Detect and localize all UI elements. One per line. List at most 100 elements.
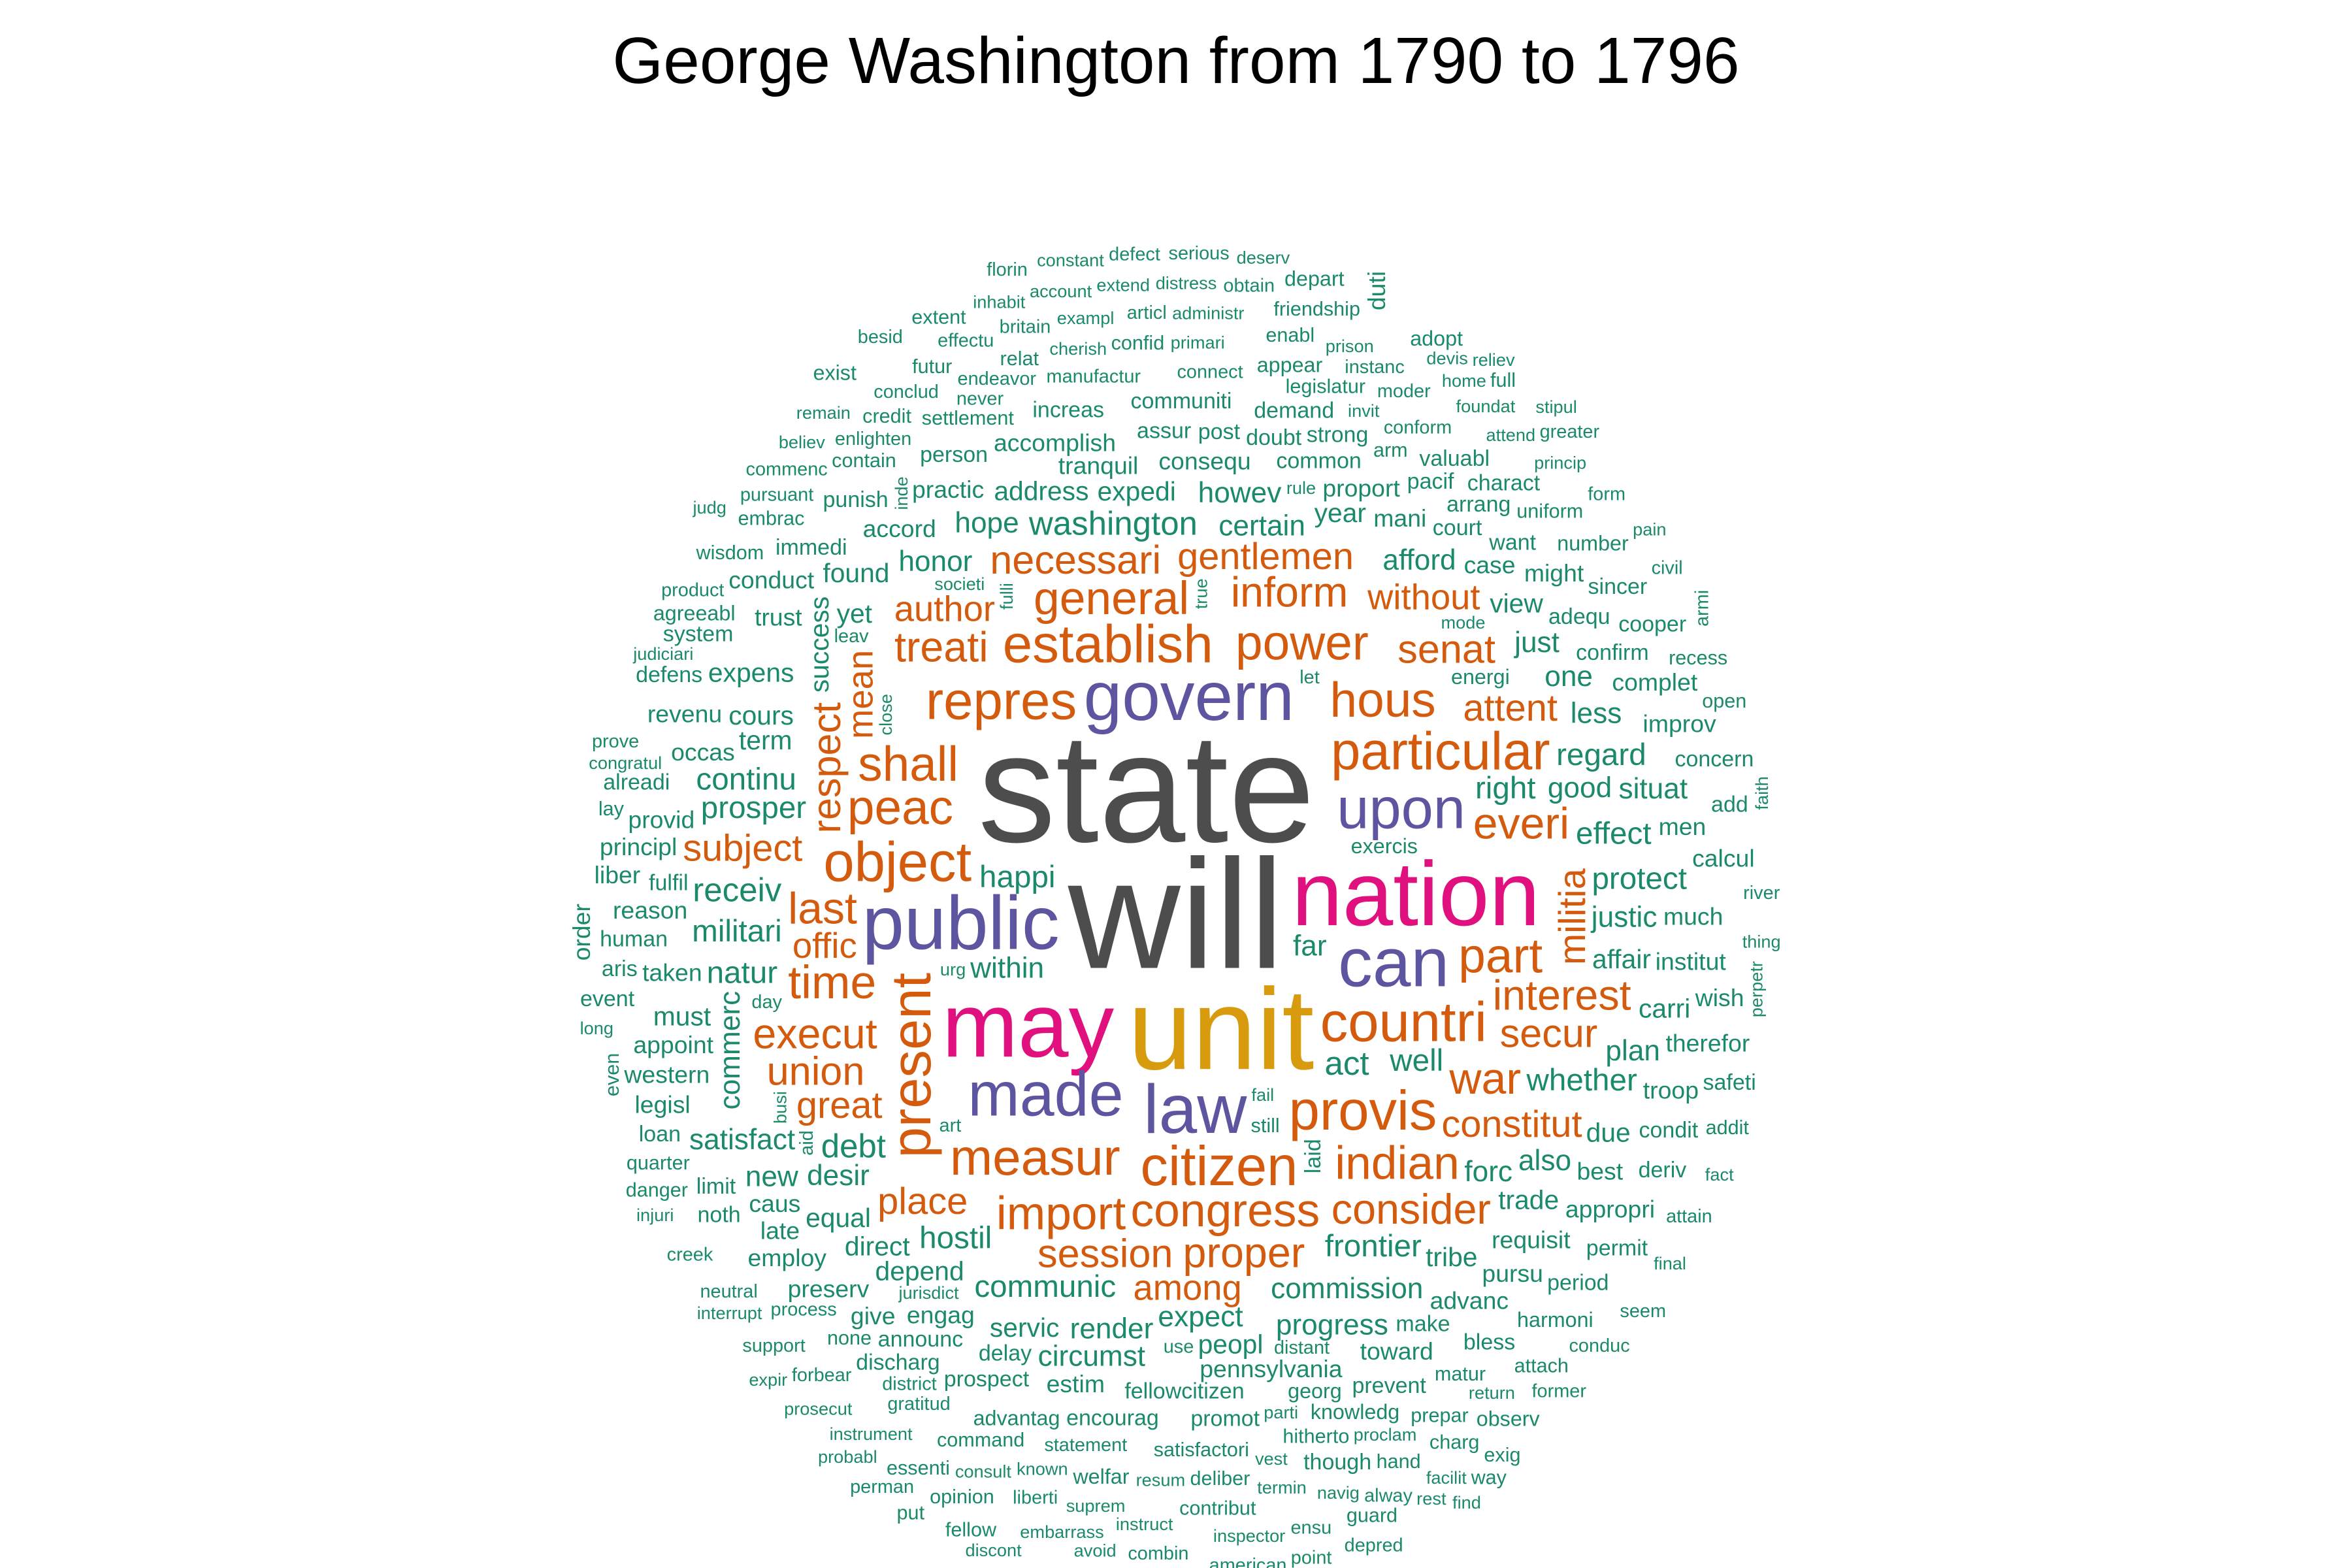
- word-present: present: [881, 973, 943, 1158]
- word-employ: employ: [747, 1244, 826, 1271]
- word-fact: fact: [1705, 1164, 1734, 1184]
- word-far: far: [1293, 930, 1327, 962]
- word-honor: honor: [898, 546, 972, 578]
- word-address: address: [994, 476, 1088, 506]
- word-mode: mode: [1441, 612, 1485, 632]
- word-aris: aris: [602, 956, 638, 981]
- word-opinion: opinion: [930, 1486, 994, 1508]
- word-let: let: [1299, 667, 1320, 688]
- word-doubt: doubt: [1246, 425, 1302, 450]
- word-form: form: [1588, 483, 1625, 504]
- word-stipul: stipul: [1535, 397, 1576, 417]
- word-place: place: [877, 1181, 968, 1222]
- word-danger: danger: [626, 1179, 688, 1201]
- word-continu: continu: [696, 762, 796, 796]
- word-georg: georg: [1288, 1379, 1342, 1403]
- word-commenc: commenc: [746, 459, 828, 480]
- word-harmoni: harmoni: [1517, 1308, 1593, 1331]
- word-deliber: deliber: [1190, 1467, 1250, 1490]
- word-prison: prison: [1326, 336, 1374, 356]
- word-remain: remain: [796, 402, 851, 423]
- word-afford: afford: [1382, 544, 1456, 576]
- word-year: year: [1315, 498, 1366, 528]
- word-punish: punish: [823, 487, 889, 512]
- word-confid: confid: [1111, 332, 1165, 354]
- word-tribe: tribe: [1426, 1242, 1477, 1272]
- word-caus: caus: [749, 1190, 800, 1217]
- word-attach: attach: [1514, 1354, 1569, 1377]
- word-forbear: forbear: [792, 1365, 852, 1386]
- word-instruct: instruct: [1116, 1514, 1173, 1534]
- word-former: former: [1531, 1380, 1586, 1401]
- word-command: command: [937, 1429, 1024, 1451]
- word-case: case: [1464, 551, 1516, 579]
- word-demand: demand: [1254, 399, 1334, 423]
- word-communiti: communiti: [1130, 389, 1232, 414]
- word-connect: connect: [1177, 362, 1243, 383]
- word-calcul: calcul: [1692, 844, 1755, 872]
- word-even: even: [601, 1053, 623, 1096]
- word-exercis: exercis: [1351, 834, 1418, 858]
- word-without: without: [1367, 578, 1480, 617]
- word-reliev: reliev: [1473, 350, 1515, 370]
- word-forc: forc: [1464, 1156, 1512, 1188]
- word-regard: regard: [1556, 738, 1646, 772]
- word-way: way: [1471, 1466, 1507, 1488]
- word-person: person: [920, 442, 988, 467]
- word-account: account: [1030, 281, 1092, 301]
- word-britain: britain: [1000, 317, 1051, 338]
- word-defect: defect: [1109, 244, 1160, 265]
- word-embarrass: embarrass: [1020, 1522, 1103, 1542]
- word-shall: shall: [858, 736, 958, 791]
- word-fellow: fellow: [945, 1519, 997, 1541]
- word-proport: proport: [1322, 474, 1400, 502]
- word-limit: limit: [696, 1174, 736, 1199]
- word-progress: progress: [1276, 1309, 1388, 1341]
- word-armi: armi: [1692, 590, 1713, 627]
- word-pursu: pursu: [1482, 1260, 1543, 1287]
- word-valuabl: valuabl: [1419, 446, 1490, 471]
- word-articl: articl: [1127, 302, 1167, 323]
- word-serious: serious: [1169, 243, 1230, 264]
- word-relat: relat: [1000, 348, 1039, 370]
- word-prove: prove: [592, 731, 639, 752]
- word-besid: besid: [858, 327, 903, 348]
- word-close: close: [875, 694, 896, 735]
- word-exampl: exampl: [1057, 308, 1115, 328]
- word-consequ: consequ: [1158, 447, 1250, 474]
- word-cherish: cherish: [1049, 338, 1107, 359]
- word-indian: indian: [1335, 1137, 1460, 1189]
- word-observ: observ: [1477, 1407, 1541, 1430]
- word-home: home: [1442, 370, 1486, 391]
- word-conform: conform: [1384, 417, 1452, 438]
- word-welfar: welfar: [1072, 1465, 1129, 1488]
- word-duti: duti: [1363, 271, 1390, 310]
- word-art: art: [939, 1115, 962, 1136]
- word-equal: equal: [806, 1203, 871, 1233]
- word-rule: rule: [1286, 478, 1316, 498]
- word-permit: permit: [1586, 1236, 1648, 1261]
- word-happi: happi: [979, 860, 1055, 894]
- word-commerc: commerc: [714, 991, 746, 1110]
- word-credit: credit: [862, 405, 911, 427]
- word-charact: charact: [1467, 470, 1541, 495]
- word-servic: servic: [990, 1313, 1060, 1343]
- word-common: common: [1276, 449, 1361, 474]
- word-instrument: instrument: [830, 1424, 913, 1444]
- word-embrac: embrac: [738, 508, 804, 530]
- word-add: add: [1711, 792, 1748, 817]
- word-florin: florin: [987, 259, 1028, 280]
- word-made: made: [968, 1060, 1123, 1130]
- word-delay: delay: [979, 1341, 1032, 1366]
- word-revenu: revenu: [647, 700, 722, 728]
- word-neutral: neutral: [700, 1281, 757, 1302]
- word-final: final: [1654, 1253, 1686, 1273]
- word-cours: cours: [728, 700, 794, 730]
- word-militari: militari: [692, 914, 781, 949]
- word-seem: seem: [1620, 1301, 1666, 1322]
- word-act: act: [1325, 1045, 1369, 1082]
- word-also: also: [1518, 1145, 1571, 1177]
- word-gentlemen: gentlemen: [1177, 536, 1354, 578]
- word-preserv: preserv: [788, 1275, 870, 1302]
